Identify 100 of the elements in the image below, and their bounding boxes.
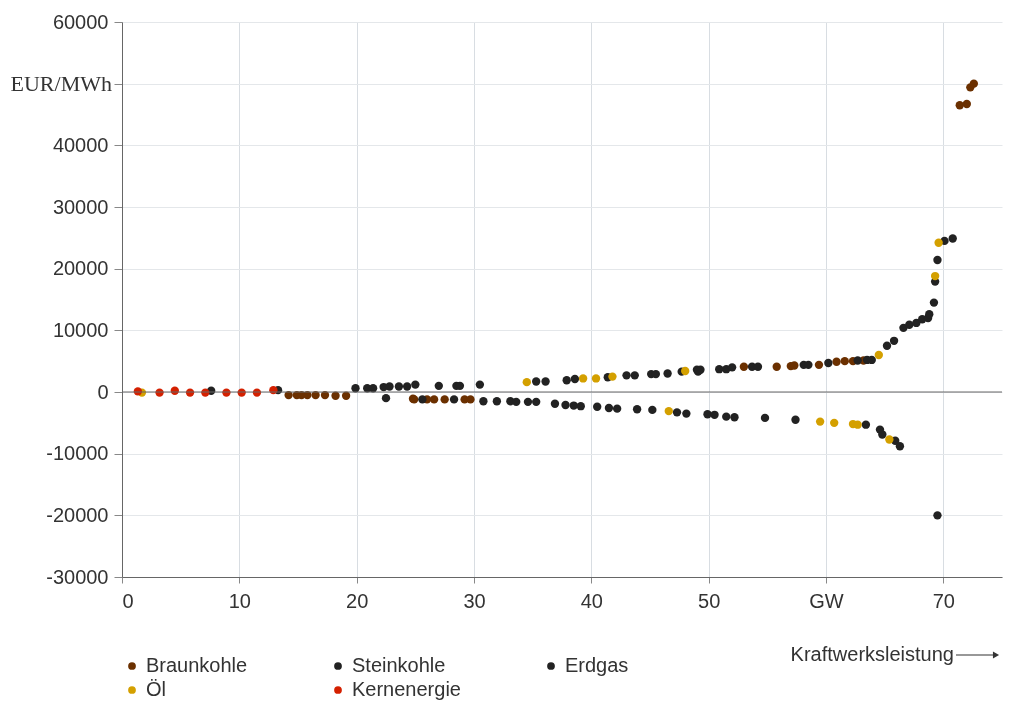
point [569,401,578,410]
point [682,409,691,418]
point [532,397,541,407]
point [434,381,443,391]
point [840,356,849,366]
point [772,362,781,371]
point [570,374,580,384]
point [648,405,657,415]
x-axis-title: Kraftwerksleistung [790,643,954,665]
point [578,374,588,383]
point [832,357,841,366]
point [730,413,739,422]
y-tick-label: 0 [97,380,109,403]
point [593,402,602,411]
point [861,420,871,429]
point [853,356,862,365]
y-tick-label: -30000 [46,565,109,588]
point [889,336,899,345]
legend-label: Kernenergie [352,678,461,700]
y-tick-label: 20000 [52,257,109,280]
point [664,406,673,416]
point [930,271,940,281]
legend-label: Öl [146,678,166,700]
point [912,318,921,328]
legend-label: Steinkohle [352,654,446,676]
y-tick-label: 40000 [52,133,109,156]
point [522,377,531,387]
x-tick-label: 0 [122,589,134,612]
point [969,79,979,88]
point [576,402,585,411]
point [541,377,550,386]
point [760,413,770,423]
point [418,395,427,404]
point [429,395,439,404]
x-tick-label: GW [809,589,844,612]
point [681,366,690,376]
point [882,341,892,350]
point [929,298,939,307]
point [830,418,839,428]
point [934,238,943,247]
point [562,376,571,385]
point [814,360,824,370]
point [727,363,737,372]
x-tick-label: 50 [698,589,721,612]
x-tick-label: 10 [228,589,251,612]
point [815,417,825,426]
legend-label: Braunkohle [146,654,248,676]
point [790,361,799,370]
point [672,408,682,417]
y-tick-label: 60000 [52,10,109,33]
point [962,99,971,109]
point [479,397,488,406]
point [523,397,533,407]
point [550,399,560,408]
point [853,420,862,429]
point [632,405,642,414]
x-tick-label: 20 [346,589,369,612]
point [466,395,475,404]
y-tick-label: -20000 [46,503,109,526]
point [824,358,833,368]
point [878,430,887,439]
point [532,377,541,386]
point [925,310,934,319]
point [955,101,964,110]
point [604,403,614,413]
point [663,369,672,378]
point [475,380,485,389]
point [710,410,719,419]
point [394,382,404,391]
point [591,374,601,383]
x-tick-label: 30 [463,589,486,612]
point [608,372,617,381]
point [933,255,942,265]
legend-label: Erdgas [565,654,629,676]
point [804,360,813,370]
x-tick-label: 70 [932,589,955,612]
point [933,511,942,520]
point [561,400,570,410]
x-tick-label: 40 [580,589,603,612]
point [492,397,502,406]
point [874,350,883,360]
point [722,412,731,421]
point [739,362,749,371]
point [381,393,391,403]
point [449,395,459,404]
point [385,382,394,391]
point [885,435,894,444]
point [440,395,449,404]
point [895,442,905,451]
point [402,382,412,391]
point [612,404,622,413]
y-tick-label: 10000 [52,318,109,341]
y-tick-label: 30000 [52,195,109,218]
y-tick-label: -10000 [46,442,109,465]
point [411,380,420,389]
point [791,415,800,424]
y-axis-title: EUR/MWh [10,70,112,96]
point [622,371,631,380]
point [948,234,957,243]
point [512,397,521,407]
